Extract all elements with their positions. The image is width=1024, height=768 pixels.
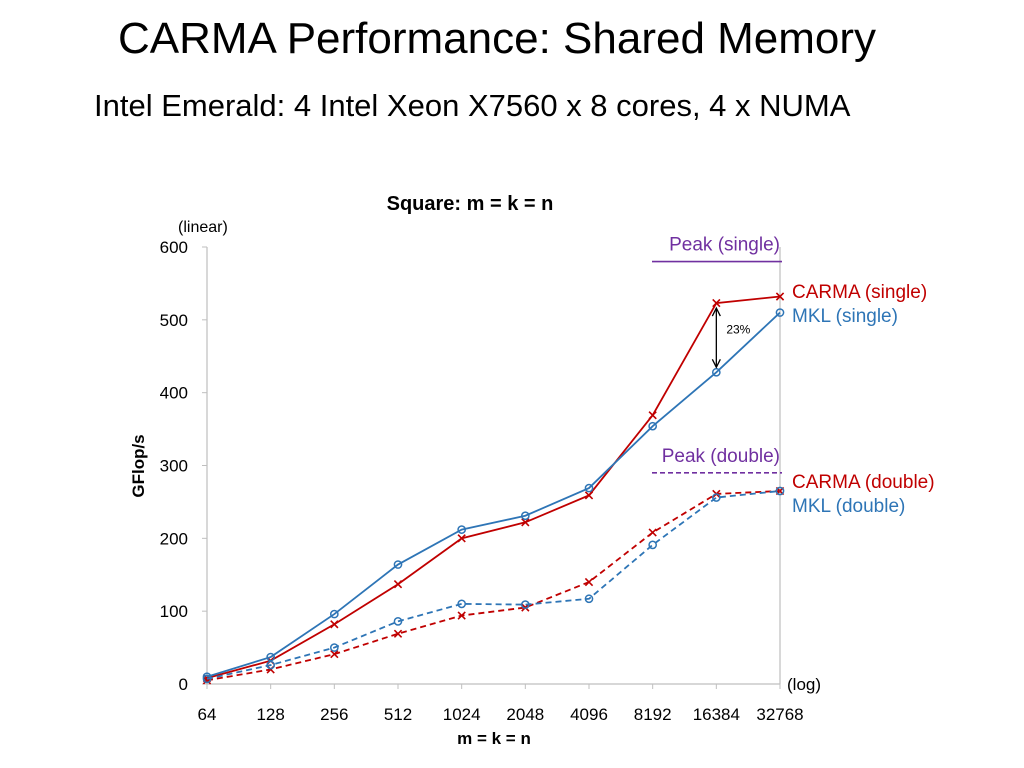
y-tick-label: 0 <box>179 675 188 694</box>
x-tick-label: 4096 <box>570 705 608 724</box>
data-point <box>457 525 467 534</box>
annotation-arrow-head <box>711 306 721 317</box>
x-tick-label: 128 <box>256 705 284 724</box>
data-point <box>775 308 785 317</box>
data-point <box>648 540 658 550</box>
data-point <box>393 617 403 626</box>
data-point <box>330 620 339 629</box>
data-point <box>329 609 339 619</box>
plot-area: 0 100 200 300 400 500 600 64 128 256 512 1024 2048 40… <box>160 235 935 724</box>
x-tick-label: 1024 <box>443 705 481 724</box>
x-tick-label: 2048 <box>506 705 544 724</box>
data-point <box>584 594 594 604</box>
data-point <box>520 511 530 521</box>
data-point <box>711 493 721 502</box>
data-point <box>775 292 785 301</box>
data-point <box>393 580 403 589</box>
y-tick-label: 200 <box>160 529 188 548</box>
peak-label: Peak (single) <box>669 235 780 256</box>
chart-title: Square: m = k = n <box>387 193 554 215</box>
data-point <box>775 486 785 496</box>
series-line <box>206 295 781 680</box>
x-tick-label: 64 <box>198 705 217 724</box>
data-point <box>584 491 594 500</box>
x-scale-label: (log) <box>787 675 821 694</box>
series-label: MKL (single) <box>792 306 898 327</box>
x-axis-title: m = k = n <box>457 729 531 748</box>
series-label: CARMA (single) <box>792 282 927 303</box>
data-point <box>520 600 530 609</box>
annotation-label: 23% <box>726 323 750 337</box>
data-point <box>648 421 658 431</box>
data-point <box>266 652 276 662</box>
series-label: CARMA (double) <box>792 472 935 493</box>
x-tick-label: 16384 <box>693 705 740 724</box>
series-line <box>206 490 781 680</box>
data-point <box>393 629 403 638</box>
data-point <box>202 674 212 684</box>
data-point <box>584 577 594 587</box>
data-point <box>712 298 721 308</box>
data-point <box>393 560 403 569</box>
annotation-arrow-head <box>711 358 721 369</box>
series-line <box>206 490 781 682</box>
x-tick-label: 8192 <box>634 705 672 724</box>
data-point <box>648 528 657 537</box>
data-point <box>521 518 530 527</box>
data-point <box>457 534 466 543</box>
slide-subtitle: Intel Emerald: 4 Intel Xeon X7560 x 8 co… <box>94 88 851 123</box>
y-tick-label: 400 <box>160 384 188 403</box>
x-tick-label: 512 <box>384 705 412 724</box>
y-tick-label: 600 <box>160 238 188 257</box>
data-point <box>266 660 276 670</box>
y-tick-label: 100 <box>160 602 188 621</box>
data-point <box>457 611 466 620</box>
x-tick-label: 32768 <box>756 705 803 724</box>
data-point <box>330 649 339 659</box>
y-axis-title: GFlop/s <box>129 434 148 497</box>
y-tick-label: 500 <box>160 311 188 330</box>
x-tick-label: 256 <box>320 705 348 724</box>
y-tick-label: 300 <box>160 457 188 476</box>
data-point <box>457 599 467 609</box>
series-label: MKL (double) <box>792 496 905 517</box>
peak-label: Peak (double) <box>662 446 780 467</box>
y-scale-label: (linear) <box>178 219 228 236</box>
slide-title: CARMA Performance: Shared Memory <box>118 14 877 63</box>
series-line <box>206 311 781 678</box>
data-point <box>648 411 657 420</box>
data-point <box>329 643 339 652</box>
data-point <box>584 483 594 493</box>
